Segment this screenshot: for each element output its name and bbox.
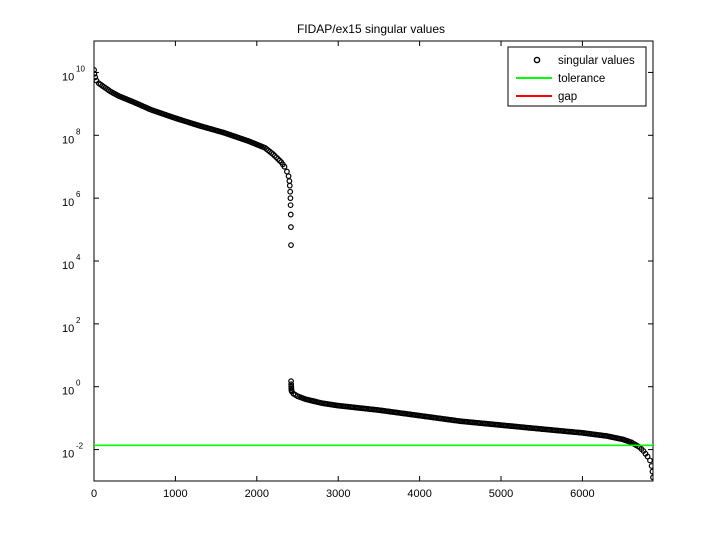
y-tick-exponent: -2 [76,442,84,451]
singular-value-point [94,70,98,77]
singular-value-point [286,182,293,189]
singular-value-point [287,211,294,218]
singular-value-point [281,163,288,170]
legend: singular values tolerance gap [507,46,647,107]
singular-value-point [287,202,294,209]
y-tick-exponent: 2 [76,316,81,325]
y-tick-label: 10 [62,323,74,335]
y-tick-exponent: 4 [76,253,81,262]
x-tick-label: 1000 [163,488,187,500]
plot-area [93,40,654,482]
singular-value-point [644,453,651,460]
y-tick-exponent: 6 [76,190,81,199]
singular-value-point [94,74,99,81]
y-tick-label: 10 [62,386,74,398]
x-tick-label: 4000 [407,488,431,500]
y-tick-exponent: 10 [76,64,85,73]
y-tick-label: 10 [62,71,74,83]
y-tick-exponent: 0 [76,379,81,388]
legend-label: tolerance [558,73,605,85]
legend-label: singular values [558,55,635,67]
singular-value-point [287,195,294,202]
x-tick-label: 0 [91,488,97,500]
x-tick-label: 2000 [245,488,269,500]
y-tick-label: 10 [62,197,74,209]
singular-value-point [288,378,294,385]
singular-value-point [288,224,294,230]
singular-value-point [287,188,294,195]
singular-value-point [647,457,653,464]
y-tick-exponent: 8 [76,127,81,136]
x-tick-label: 6000 [570,488,594,500]
x-tick-label: 5000 [489,488,513,500]
singular-value-point [288,381,295,388]
series-layer [94,67,653,481]
chart-title: FIDAP/ex15 singular values [297,22,445,36]
y-tick-label: 10 [62,134,74,146]
singular-value-point [648,463,653,469]
singular-value-point [649,468,653,475]
legend-marker-singular-values [533,56,541,64]
x-axis: 0 1000 2000 3000 4000 5000 6000 [91,41,595,500]
singular-value-point [288,242,294,249]
y-tick-label: 10 [62,449,74,461]
legend-label: gap [558,91,577,103]
y-tick-label: 10 [62,260,74,272]
x-tick-label: 3000 [326,488,350,500]
singular-value-point [650,474,653,481]
